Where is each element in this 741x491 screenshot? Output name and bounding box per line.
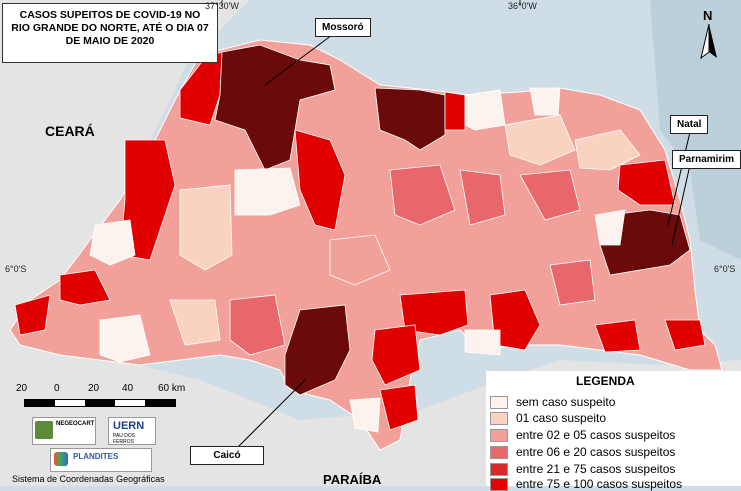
title-line-1: CASOS SUPEITOS DE COVID-19 NO [19, 9, 201, 21]
coord-top-mid: 36°0'W [508, 1, 537, 11]
footer-text: Sistema de Coordenadas Geográficas [12, 474, 165, 484]
logo-uern-sub: PAU DOS FERROS [113, 433, 136, 445]
legend-item: entre 75 e 100 casos suspeitos [490, 477, 682, 491]
legend: LEGENDA sem caso suspeito 01 caso suspei… [486, 371, 741, 491]
muni-patch [59, 269, 111, 306]
muni-patch [99, 314, 151, 363]
legend-label: entre 06 e 20 casos suspeitos [516, 445, 676, 459]
legend-item: entre 21 e 75 casos suspeitos [490, 462, 675, 476]
legend-title: LEGENDA [576, 374, 635, 388]
muni-patch [504, 114, 576, 166]
muni-patch [379, 384, 419, 431]
legend-item: 01 caso suspeito [490, 411, 606, 425]
muni-patch [594, 319, 641, 353]
legend-item: entre 02 e 05 casos suspeitos [490, 428, 675, 442]
callout-caico: Caicó [190, 446, 264, 465]
muni-patch [169, 299, 221, 346]
muni-patch [14, 294, 51, 336]
muni-patch [464, 89, 506, 131]
logo-uern-text: UERN [113, 420, 145, 432]
legend-swatch [490, 428, 508, 442]
coord-top-left: 37°30'W [205, 1, 239, 11]
logo-negeocart-text: NEGEOCART [56, 421, 95, 427]
scale-bar: 20 0 20 40 60 km [16, 383, 196, 413]
north-label: N [703, 8, 713, 23]
scale-label: 20 [88, 383, 100, 394]
callout-line-parnamirim [671, 164, 691, 246]
negeocart-logo-icon [35, 421, 53, 439]
logo-plandites-text: PLANDITES [73, 452, 119, 461]
muni-patch [529, 87, 561, 116]
muni-patch [89, 219, 136, 266]
muni-patch [594, 209, 626, 246]
muni-patch [464, 329, 501, 356]
muni-caico [284, 304, 351, 396]
muni-patch [574, 129, 641, 171]
muni-patch [664, 319, 706, 351]
logo-plandites: PLANDITES [50, 448, 152, 472]
logo-uern: UERN PAU DOS FERROS [108, 417, 156, 445]
label-paraiba: PARAÍBA [323, 472, 382, 487]
muni-patch [119, 139, 176, 261]
callout-natal: Natal [670, 115, 709, 134]
callout-line-caico [234, 379, 306, 451]
label-ceara: CEARÁ [45, 123, 95, 139]
callout-parnamirim: Parnamirim [672, 150, 741, 169]
legend-label: entre 02 e 05 casos suspeitos [516, 428, 676, 442]
muni-patch [371, 324, 421, 386]
muni-patch [329, 234, 391, 286]
legend-item: entre 06 e 20 casos suspeitos [490, 445, 675, 459]
coord-left: 6°0'S [5, 264, 27, 274]
muni-patch [179, 184, 233, 271]
muni-patch [459, 169, 506, 226]
scale-label: 40 [122, 383, 134, 394]
legend-swatch [490, 462, 508, 476]
muni-patch [229, 294, 286, 356]
scale-label: 20 [16, 383, 28, 394]
muni-patch [549, 259, 596, 306]
title-line-3: DE MAIO DE 2020 [65, 35, 155, 47]
muni-patch [617, 159, 676, 206]
legend-swatch [490, 477, 508, 491]
legend-swatch [490, 445, 508, 459]
callout-mossoro: Mossoró [315, 18, 371, 37]
muni-patch [294, 129, 346, 231]
muni-patch [389, 164, 456, 226]
muni-patch [399, 289, 469, 336]
legend-swatch [490, 411, 508, 425]
legend-label: entre 21 e 75 casos suspeitos [516, 462, 676, 476]
legend-label: 01 caso suspeito [516, 411, 607, 425]
map-title-box: CASOS SUPEITOS DE COVID-19 NO RIO GRANDE… [2, 3, 218, 63]
muni-patch [444, 91, 466, 131]
legend-swatch [490, 395, 508, 409]
logo-negeocart: NEGEOCART [32, 417, 96, 445]
coord-right: 6°0'S [714, 264, 736, 274]
north-arrow-icon [700, 23, 717, 60]
legend-item: sem caso suspeito [490, 395, 615, 409]
muni-dark-north [374, 87, 446, 151]
scale-bar-graphic [24, 399, 176, 407]
scale-label: 60 km [158, 383, 186, 394]
plandites-logo-icon [54, 452, 68, 466]
callout-line-natal [667, 131, 691, 226]
title-line-2: RIO GRANDE DO NORTE, ATÉ O DIA 07 [11, 22, 209, 34]
scale-label: 0 [54, 383, 60, 394]
legend-label: sem caso suspeito [516, 395, 616, 409]
muni-patch [519, 169, 581, 221]
north-arrow: N [690, 8, 728, 64]
muni-patch [349, 397, 381, 433]
legend-label: entre 75 e 100 casos suspeitos [516, 477, 683, 491]
muni-patch [234, 167, 301, 216]
callout-line-mossoro [264, 31, 337, 86]
